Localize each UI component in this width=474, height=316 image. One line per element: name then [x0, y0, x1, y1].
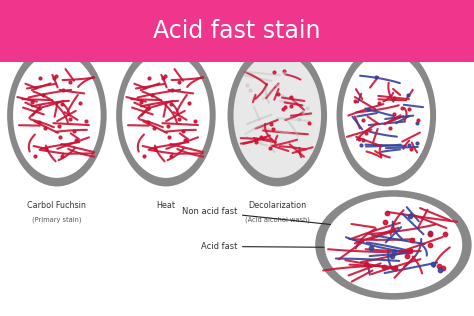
- Ellipse shape: [7, 44, 107, 186]
- Text: (Primary stain): (Primary stain): [32, 216, 82, 223]
- Ellipse shape: [228, 44, 327, 186]
- Text: Heat: Heat: [156, 201, 175, 210]
- Ellipse shape: [234, 53, 321, 178]
- Text: (Counter stain): (Counter stain): [361, 216, 411, 223]
- Text: (Acid alcohol wash): (Acid alcohol wash): [245, 216, 310, 223]
- Ellipse shape: [315, 190, 472, 300]
- FancyBboxPatch shape: [0, 0, 474, 62]
- Text: Acid fast: Acid fast: [201, 242, 370, 251]
- Ellipse shape: [325, 197, 462, 293]
- Text: Acid fast stain: Acid fast stain: [153, 19, 321, 43]
- Text: Decolarization: Decolarization: [248, 201, 306, 210]
- Ellipse shape: [122, 53, 210, 178]
- Ellipse shape: [13, 53, 100, 178]
- Ellipse shape: [116, 44, 216, 186]
- Text: Methylene blue: Methylene blue: [356, 201, 417, 210]
- Text: Carbol Fuchsin: Carbol Fuchsin: [27, 201, 86, 210]
- Text: Non acid fast: Non acid fast: [182, 207, 354, 228]
- Ellipse shape: [343, 53, 430, 178]
- Ellipse shape: [337, 44, 436, 186]
